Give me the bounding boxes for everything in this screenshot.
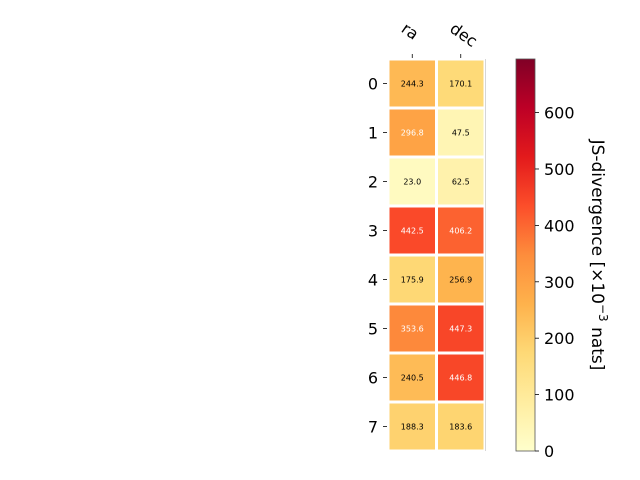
- cell-label: 62.5: [452, 178, 470, 187]
- heatmap-cell: [389, 305, 435, 352]
- row-tick-label: 3: [368, 222, 378, 241]
- colorbar-tick-label: 500: [544, 160, 575, 179]
- heatmap-cell: [389, 256, 435, 303]
- row-tick-label: 0: [368, 75, 378, 94]
- column-tick-label: ra: [398, 19, 422, 44]
- row-tick-label: 7: [368, 418, 378, 437]
- cell-label: 240.5: [401, 374, 424, 383]
- cell-label: 353.6: [401, 325, 424, 334]
- colorbar-tick-label: 400: [544, 216, 575, 235]
- colorbar-tick-label: 200: [544, 329, 575, 348]
- cell-label: 188.3: [401, 423, 424, 432]
- row-tick-label: 6: [368, 369, 378, 388]
- colorbar-tick-label: 300: [544, 273, 575, 292]
- heatmap-cell: [389, 207, 435, 254]
- column-tick-label: dec: [446, 19, 480, 51]
- heatmap-cell: [438, 354, 484, 401]
- row-tick-label: 1: [368, 124, 378, 143]
- heatmap-cell: [438, 207, 484, 254]
- row-tick-label: 2: [368, 173, 378, 192]
- heatmap-cell: [438, 158, 484, 205]
- cell-label: 244.3: [401, 80, 424, 89]
- heatmap-grid: 244.3 170.1 296.8 47.5 23.0 62.5 442.5 406.2 175…: [389, 60, 484, 450]
- heatmap-cell: [438, 256, 484, 303]
- colorbar-label-main: JS-divergence [×10: [587, 139, 607, 304]
- cell-label: 296.8: [401, 129, 424, 138]
- colorbar: 0 100 200 300 400 500 600 JS-divergence [×10−3…: [515, 58, 610, 461]
- colorbar-tick-label: 100: [544, 386, 575, 405]
- row-tick-label: 4: [368, 271, 378, 290]
- cell-label: 256.9: [449, 276, 472, 285]
- colorbar-label-exponent: −3: [596, 304, 610, 322]
- colorbar-tick-label: 0: [544, 442, 554, 461]
- colorbar-ticks: 0 100 200 300 400 500 600: [535, 104, 575, 461]
- cell-label: 23.0: [403, 178, 421, 187]
- heatmap-cell: [438, 60, 484, 107]
- heatmap-cell: [389, 354, 435, 401]
- cell-label: 183.6: [449, 423, 472, 432]
- cell-label: 47.5: [452, 129, 470, 138]
- colorbar-gradient: [515, 58, 536, 452]
- cell-label: 406.2: [449, 227, 472, 236]
- cell-label: 447.3: [449, 325, 472, 334]
- cell-label: 175.9: [401, 276, 424, 285]
- heatmap-cell: [389, 60, 435, 107]
- cell-label: 170.1: [449, 80, 472, 89]
- heatmap-cell: [389, 158, 435, 205]
- heatmap-cell: [438, 305, 484, 352]
- colorbar-label: JS-divergence [×10−3 nats]: [587, 139, 610, 371]
- heatmap-cell: [389, 109, 435, 156]
- heatmap-cell: [389, 403, 435, 450]
- row-tick-label: 5: [368, 320, 378, 339]
- heatmap-cell: [438, 403, 484, 450]
- colorbar-tick-label: 600: [544, 104, 575, 123]
- cell-label: 442.5: [401, 227, 424, 236]
- cell-label: 446.8: [449, 374, 472, 383]
- colorbar-label-unit: nats]: [587, 322, 607, 371]
- heatmap-cell: [438, 109, 484, 156]
